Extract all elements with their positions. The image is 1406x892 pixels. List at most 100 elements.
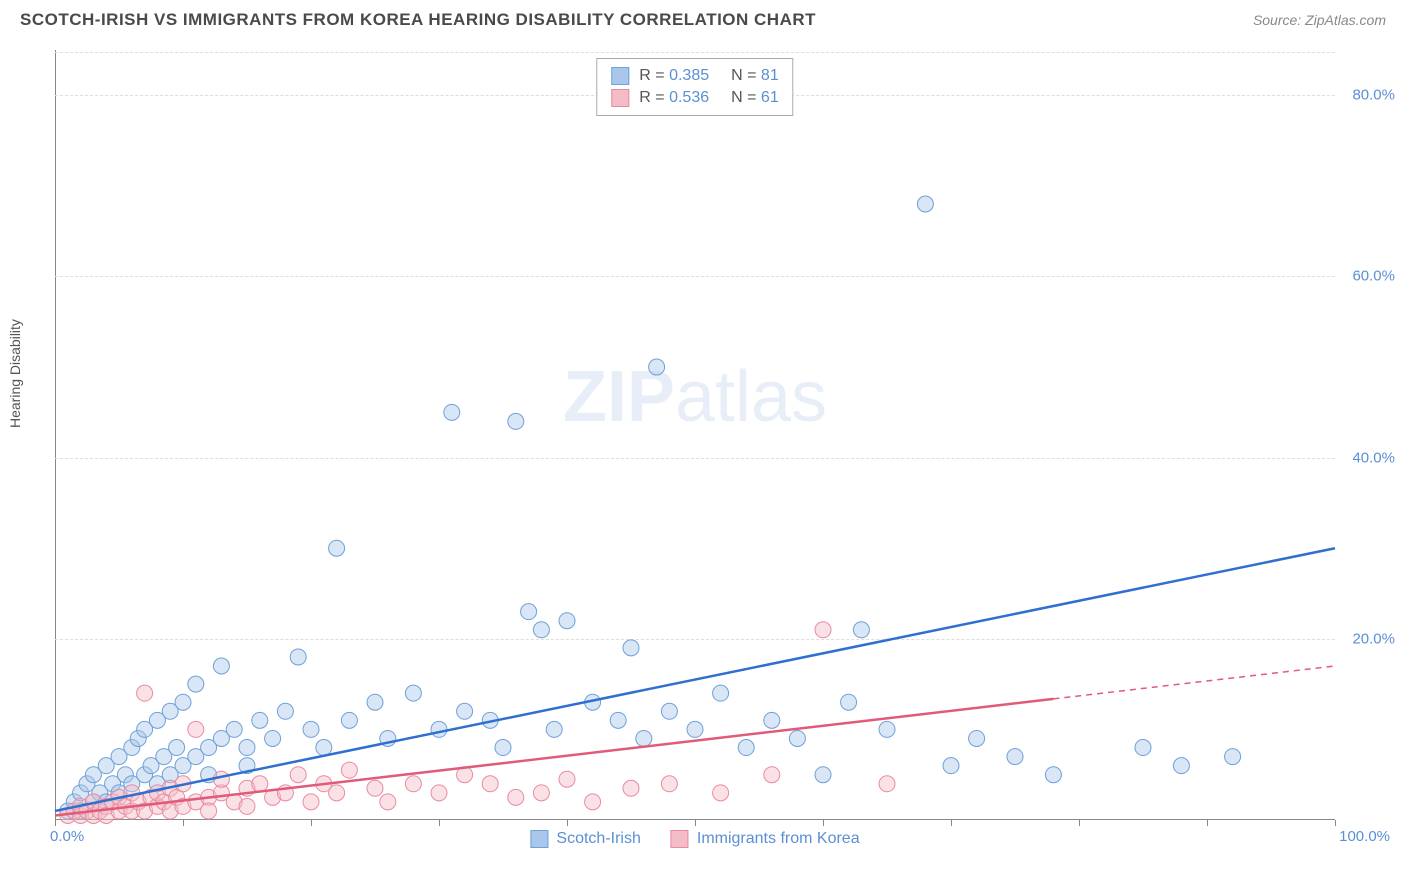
scatter-point bbox=[265, 730, 281, 746]
legend-correlation-row: R = 0.385 N = 81 bbox=[611, 65, 778, 87]
x-axis-max-label: 100.0% bbox=[1339, 828, 1390, 845]
x-tick bbox=[951, 820, 952, 826]
scatter-point bbox=[508, 789, 524, 805]
scatter-point bbox=[1173, 758, 1189, 774]
scatter-point bbox=[661, 776, 677, 792]
x-tick bbox=[823, 820, 824, 826]
legend-swatch bbox=[671, 830, 689, 848]
legend-series-item: Scotch-Irish bbox=[530, 830, 640, 848]
trend-line-extrapolated bbox=[1053, 666, 1335, 699]
scatter-point bbox=[738, 740, 754, 756]
scatter-point bbox=[303, 794, 319, 810]
x-tick bbox=[311, 820, 312, 826]
scatter-point bbox=[137, 685, 153, 701]
scatter-point bbox=[508, 413, 524, 429]
x-tick bbox=[695, 820, 696, 826]
scatter-point bbox=[367, 694, 383, 710]
y-axis-label: Hearing Disability bbox=[7, 319, 23, 428]
y-tick-label: 20.0% bbox=[1352, 630, 1395, 647]
legend-swatch bbox=[611, 67, 629, 85]
chart-source: Source: ZipAtlas.com bbox=[1253, 12, 1386, 28]
trend-line bbox=[55, 548, 1335, 811]
scatter-point bbox=[444, 404, 460, 420]
scatter-point bbox=[341, 762, 357, 778]
scatter-point bbox=[815, 767, 831, 783]
x-tick bbox=[183, 820, 184, 826]
x-tick bbox=[439, 820, 440, 826]
scatter-point bbox=[559, 771, 575, 787]
scatter-point bbox=[713, 685, 729, 701]
scatter-point bbox=[239, 740, 255, 756]
scatter-point bbox=[1225, 749, 1241, 765]
legend-correlation: R = 0.385N = 81R = 0.536N = 61 bbox=[596, 58, 793, 116]
scatter-point bbox=[841, 694, 857, 710]
scatter-point bbox=[431, 721, 447, 737]
scatter-point bbox=[252, 776, 268, 792]
scatter-point bbox=[969, 730, 985, 746]
x-tick bbox=[567, 820, 568, 826]
scatter-point bbox=[879, 776, 895, 792]
scatter-point bbox=[649, 359, 665, 375]
scatter-point bbox=[533, 785, 549, 801]
scatter-point bbox=[1135, 740, 1151, 756]
scatter-point bbox=[290, 649, 306, 665]
scatter-point bbox=[585, 794, 601, 810]
legend-series-item: Immigrants from Korea bbox=[671, 830, 860, 848]
legend-n: N = 81 bbox=[731, 67, 779, 85]
scatter-point bbox=[316, 740, 332, 756]
scatter-point bbox=[213, 771, 229, 787]
scatter-point bbox=[201, 803, 217, 819]
legend-swatch bbox=[530, 830, 548, 848]
scatter-point bbox=[457, 703, 473, 719]
scatter-point bbox=[764, 767, 780, 783]
x-tick bbox=[1079, 820, 1080, 826]
scatter-point bbox=[188, 676, 204, 692]
chart-plot-area: ZIPatlas 20.0%40.0%60.0%80.0% 0.0% 100.0… bbox=[55, 50, 1335, 820]
scatter-point bbox=[188, 721, 204, 737]
scatter-point bbox=[329, 785, 345, 801]
scatter-point bbox=[623, 780, 639, 796]
scatter-point bbox=[713, 785, 729, 801]
scatter-point bbox=[367, 780, 383, 796]
legend-swatch bbox=[611, 89, 629, 107]
x-axis-min-label: 0.0% bbox=[50, 828, 84, 845]
scatter-point bbox=[764, 712, 780, 728]
chart-header: SCOTCH-IRISH VS IMMIGRANTS FROM KOREA HE… bbox=[0, 0, 1406, 35]
scatter-point bbox=[405, 776, 421, 792]
legend-r: R = 0.536 bbox=[639, 89, 709, 107]
scatter-svg bbox=[55, 50, 1335, 820]
scatter-point bbox=[341, 712, 357, 728]
scatter-point bbox=[482, 776, 498, 792]
y-tick-label: 80.0% bbox=[1352, 87, 1395, 104]
scatter-point bbox=[405, 685, 421, 701]
y-tick-label: 60.0% bbox=[1352, 268, 1395, 285]
scatter-point bbox=[636, 730, 652, 746]
legend-series-label: Scotch-Irish bbox=[556, 830, 640, 848]
scatter-point bbox=[290, 767, 306, 783]
scatter-point bbox=[169, 740, 185, 756]
scatter-point bbox=[917, 196, 933, 212]
scatter-point bbox=[533, 622, 549, 638]
legend-r: R = 0.385 bbox=[639, 67, 709, 85]
scatter-point bbox=[303, 721, 319, 737]
trend-line bbox=[55, 699, 1053, 816]
scatter-point bbox=[239, 798, 255, 814]
scatter-point bbox=[175, 694, 191, 710]
scatter-point bbox=[687, 721, 703, 737]
scatter-point bbox=[1045, 767, 1061, 783]
legend-series: Scotch-Irish Immigrants from Korea bbox=[530, 830, 859, 848]
scatter-point bbox=[623, 640, 639, 656]
scatter-point bbox=[213, 658, 229, 674]
scatter-point bbox=[252, 712, 268, 728]
scatter-point bbox=[789, 730, 805, 746]
scatter-point bbox=[815, 622, 831, 638]
scatter-point bbox=[495, 740, 511, 756]
scatter-point bbox=[943, 758, 959, 774]
scatter-point bbox=[1007, 749, 1023, 765]
chart-title: SCOTCH-IRISH VS IMMIGRANTS FROM KOREA HE… bbox=[20, 10, 816, 30]
scatter-point bbox=[380, 794, 396, 810]
scatter-point bbox=[853, 622, 869, 638]
scatter-point bbox=[521, 604, 537, 620]
scatter-point bbox=[226, 721, 242, 737]
x-tick bbox=[1207, 820, 1208, 826]
